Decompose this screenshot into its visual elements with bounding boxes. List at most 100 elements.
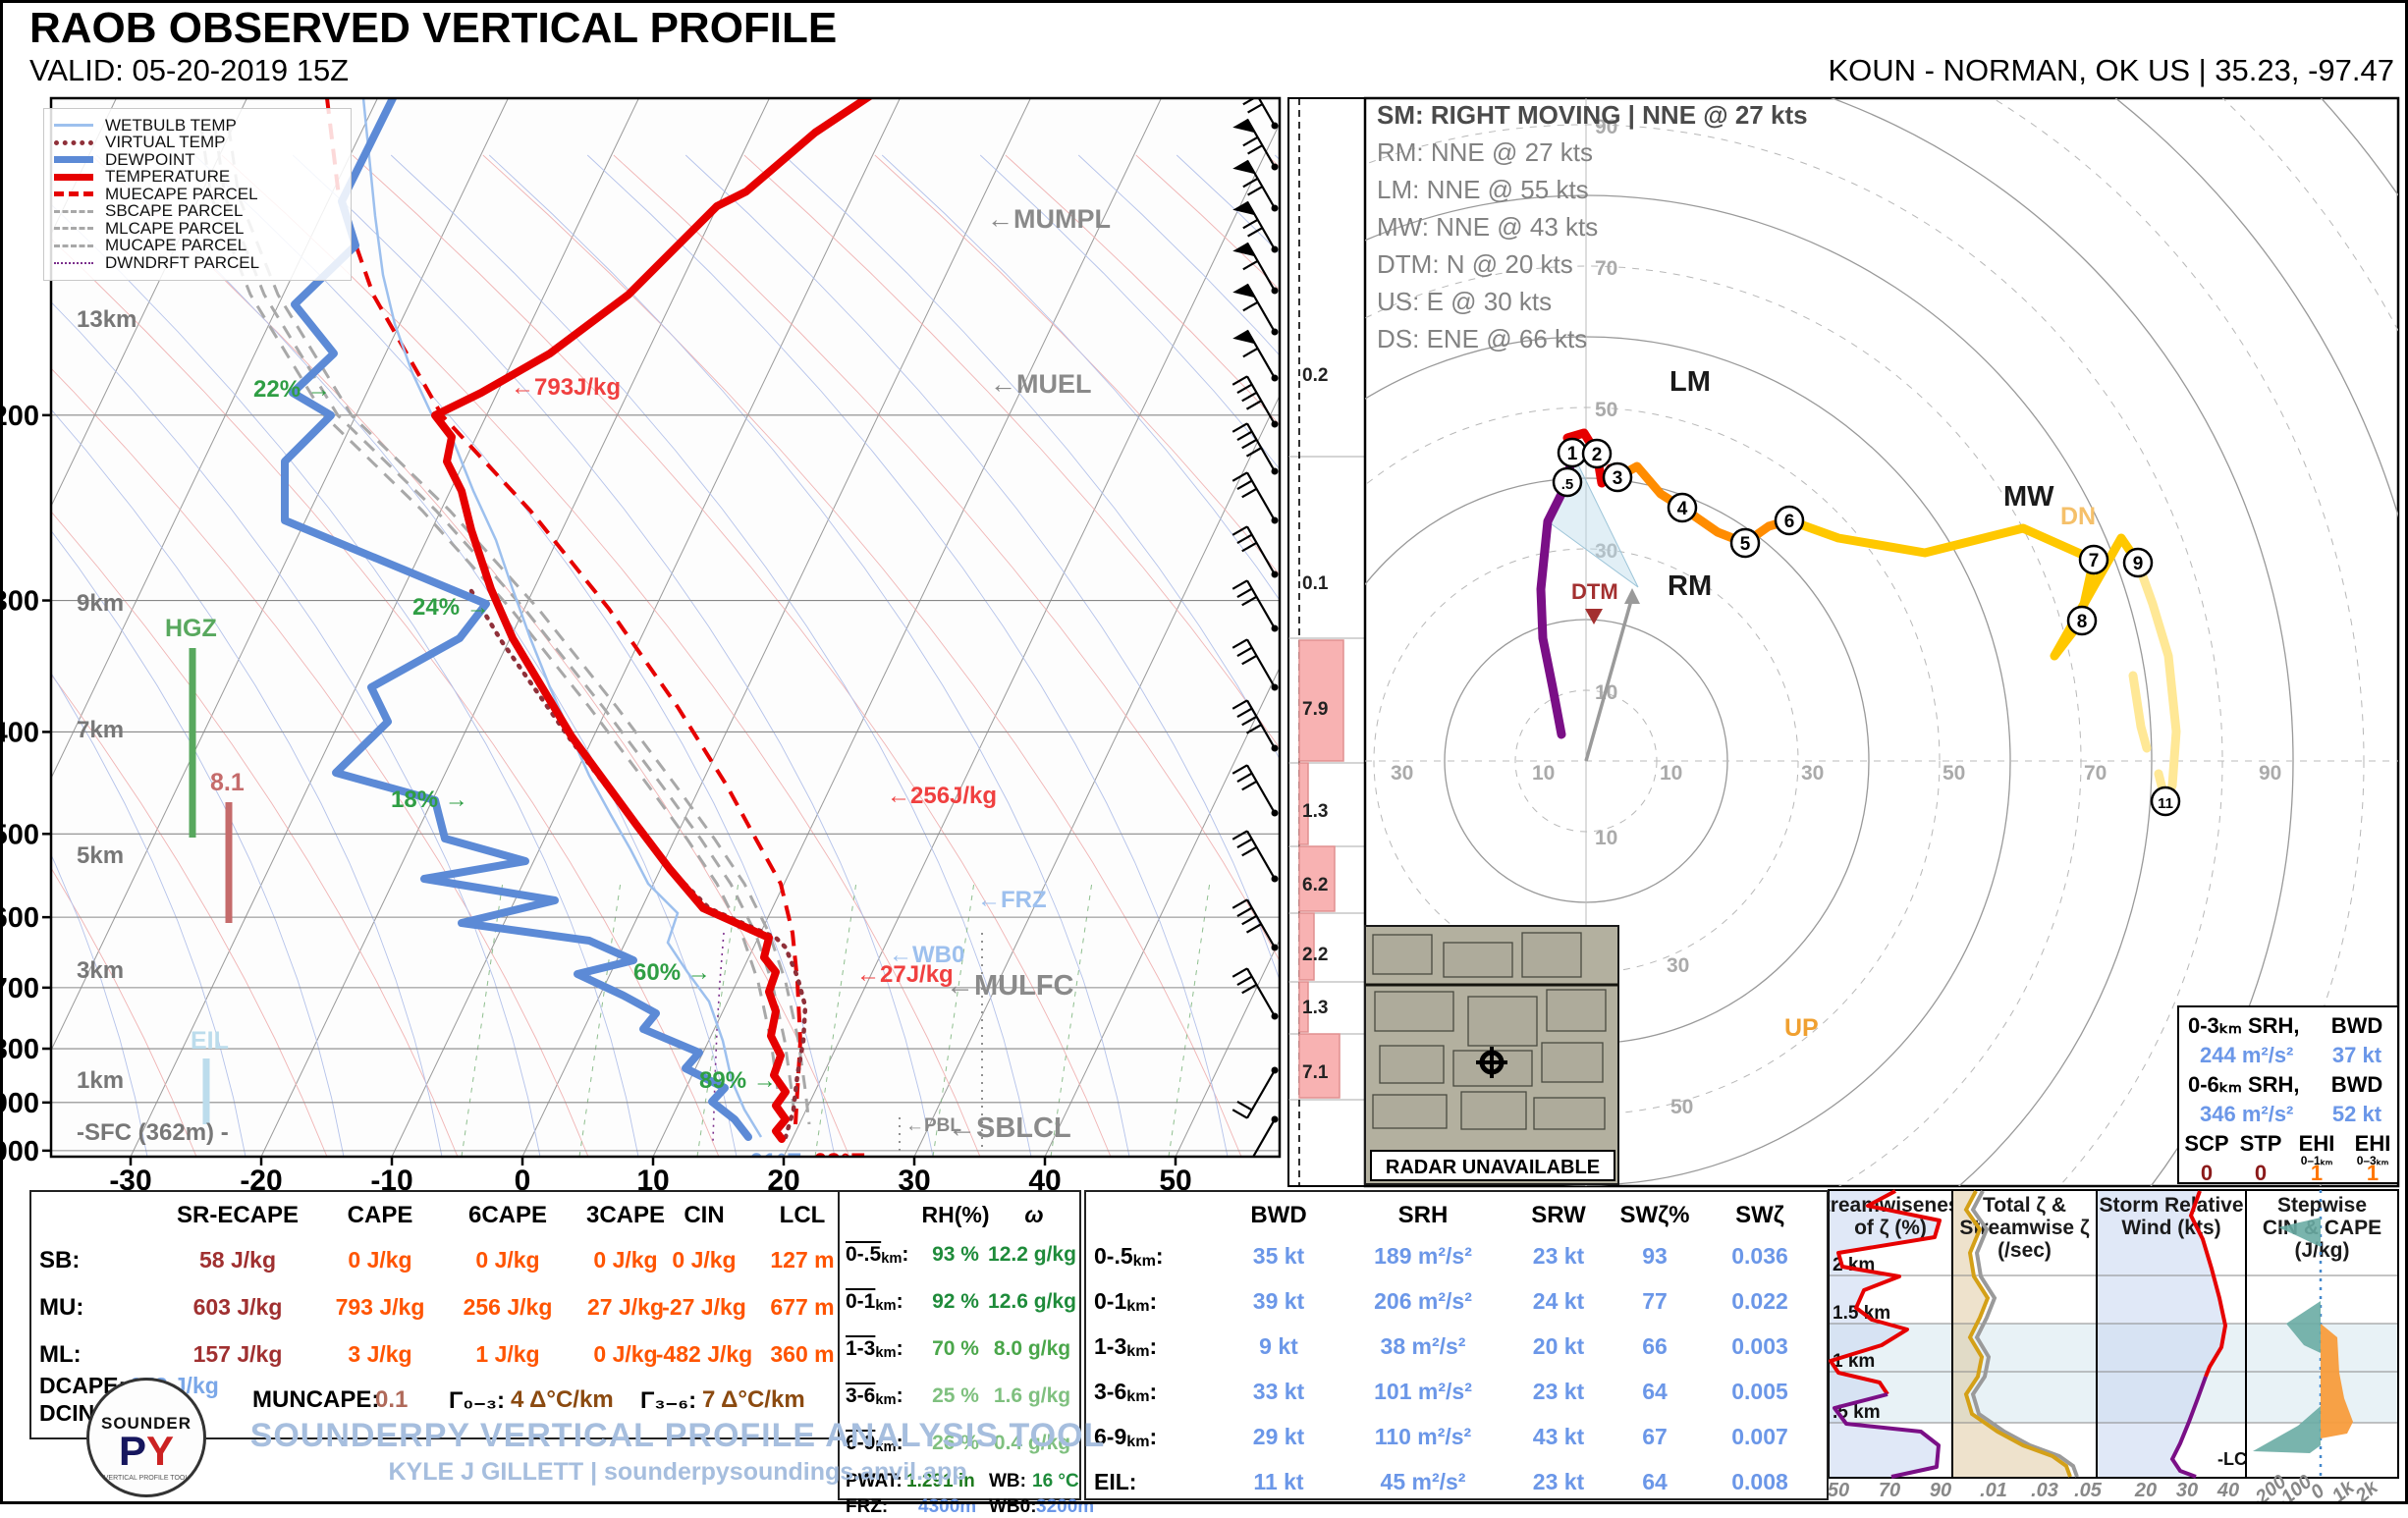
ring-label: 90 xyxy=(1595,116,1617,138)
legend-label: MUCAPE PARCEL xyxy=(105,236,247,255)
panel-title: Streamwiseness xyxy=(1810,1194,1972,1217)
muecape-legend-swatch xyxy=(54,191,93,197)
height-marker-label: .5 xyxy=(1561,476,1574,493)
omega-header: ω xyxy=(1024,1202,1044,1227)
dewpoint-legend-swatch xyxy=(54,156,93,164)
county-cell xyxy=(1546,989,1607,1032)
kin-row-label: 1-3km: xyxy=(1094,1333,1158,1360)
rh-row-label: 3-6km: xyxy=(846,1384,903,1408)
8.1-layer-label: 8.1 xyxy=(210,769,245,796)
wind-barb xyxy=(1232,329,1279,382)
wind-barb xyxy=(1231,471,1279,524)
index-header: EHI xyxy=(2355,1131,2391,1156)
moist-adiabat-line xyxy=(51,529,345,1157)
sbcape-parcel-trace xyxy=(199,127,784,1125)
thermo-value: 256 J/kg xyxy=(463,1294,553,1320)
legend-item: DEWPOINT xyxy=(54,150,341,169)
panel-title: (J/kg) xyxy=(2294,1239,2349,1262)
kin-value: 93 xyxy=(1642,1243,1668,1269)
thermo-value: -482 J/kg xyxy=(655,1341,753,1367)
height-marker xyxy=(1581,438,1613,469)
kin-value: 29 kt xyxy=(1252,1424,1305,1449)
thermo-header-lcl: LCL xyxy=(779,1202,826,1228)
county-cell xyxy=(1460,1091,1527,1130)
index-header: SCP xyxy=(2184,1131,2228,1156)
height-marker xyxy=(1602,461,1633,493)
thermo-value: 0 J/kg xyxy=(593,1247,658,1273)
height-label: -SFC (362m) - xyxy=(77,1119,229,1146)
hodograph-trace-segment xyxy=(2128,671,2152,753)
mixing-ratio-value: 0.4 g/kg xyxy=(993,1432,1071,1454)
thermo-value: 0 J/kg xyxy=(593,1341,658,1367)
moist-adiabat-line xyxy=(1077,154,1280,356)
hodograph-trace-segment xyxy=(1613,461,1794,548)
wind-barb xyxy=(1231,830,1279,883)
dry-adiabat-line xyxy=(874,154,1280,576)
mixing-ratio-line xyxy=(814,883,857,1157)
wind-barb xyxy=(1232,200,1279,253)
temp-tick-label: 0 xyxy=(515,1165,531,1197)
height-label: 9km xyxy=(77,590,124,617)
county-cell xyxy=(1372,1094,1448,1129)
legend-item: DWNDRFT PARCEL xyxy=(54,253,341,272)
legend-item: WETBULB TEMP xyxy=(54,116,341,135)
ring-label: 50 xyxy=(1670,1096,1693,1118)
skewt-annotation: ←MUMPL xyxy=(987,204,1111,234)
lapse-3-6-value: 7 Δ°C/km xyxy=(702,1386,805,1413)
ring-label: 30 xyxy=(1801,762,1824,785)
kin-value: 43 kt xyxy=(1532,1424,1585,1449)
dtm-marker xyxy=(1585,609,1603,624)
muecape-parcel-trace xyxy=(325,98,803,1125)
valid-timestamp: VALID: 05-20-2019 15Z xyxy=(29,53,350,87)
wind-barb xyxy=(1231,422,1279,475)
kin-header-1: BWD xyxy=(1250,1202,1307,1228)
kin-row-label: 0-.5km: xyxy=(1094,1243,1164,1270)
mixing-ratio-line xyxy=(1168,883,1211,1157)
mixing-ratio-value: 8.0 g/kg xyxy=(993,1337,1071,1360)
pressure-tick-label: 700 xyxy=(0,973,39,1004)
kin-header-5: SWζ xyxy=(1735,1202,1784,1228)
moist-adiabat-line xyxy=(95,154,738,1157)
srh-0-3-label: 0-3ₖₘ SRH, xyxy=(2188,1013,2300,1038)
kinematics-table: BWD SRH SRW SWζ% SWζ 0-.5km: 35 kt 189 m²/s² 23 … xyxy=(1084,1190,1829,1500)
strip-bar-label: 7.9 xyxy=(1302,699,1328,720)
pwat-value: 1.291 in xyxy=(906,1471,975,1491)
dry-adiabat-line xyxy=(482,154,1242,1157)
county-cell xyxy=(1521,932,1582,978)
kin-value: 0.022 xyxy=(1731,1288,1788,1314)
mlcape-legend-swatch xyxy=(54,227,93,231)
kin-value: 67 xyxy=(1642,1424,1668,1449)
height-marker-label: 3 xyxy=(1613,468,1623,489)
storm-motion-text: LM: NNE @ 55 kts xyxy=(1377,175,1589,204)
county-cell xyxy=(1443,942,1513,978)
ring-label: 50 xyxy=(1595,399,1617,421)
strip-bar xyxy=(1298,762,1309,845)
height-marker-label: 2 xyxy=(1592,445,1603,465)
kin-row-label: EIL: xyxy=(1094,1469,1137,1494)
county-cell xyxy=(1379,1045,1445,1084)
pressure-tick-label: 400 xyxy=(0,717,39,748)
moist-adiabat-line xyxy=(783,154,1280,760)
skewt-annotation: ←FRZ xyxy=(977,887,1047,913)
height-label: 3km xyxy=(77,957,124,984)
kin-value: 33 kt xyxy=(1252,1379,1305,1404)
wind-barb xyxy=(1232,159,1279,212)
wb-label: WB: xyxy=(989,1471,1026,1491)
kin-value: 0.008 xyxy=(1731,1469,1788,1494)
moist-adiabat-line xyxy=(51,300,541,1157)
index-value: 1 xyxy=(2367,1161,2379,1185)
hodograph-label-lm: LM xyxy=(1669,366,1711,398)
moist-adiabat-line xyxy=(193,154,836,1157)
kin-value: 23 kt xyxy=(1532,1243,1585,1269)
dry-adiabat-line xyxy=(51,511,459,1157)
dry-adiabat-line xyxy=(51,867,197,1157)
mixing-ratio-value: 12.6 g/kg xyxy=(988,1290,1076,1313)
legend-item: MUECAPE PARCEL xyxy=(54,185,341,203)
kin-value: 101 m²/s² xyxy=(1374,1379,1472,1404)
wind-barb xyxy=(1231,764,1279,817)
panel-title: (/sec) xyxy=(1998,1239,2052,1262)
storm-motion-text: DS: ENE @ 66 kts xyxy=(1377,324,1587,353)
